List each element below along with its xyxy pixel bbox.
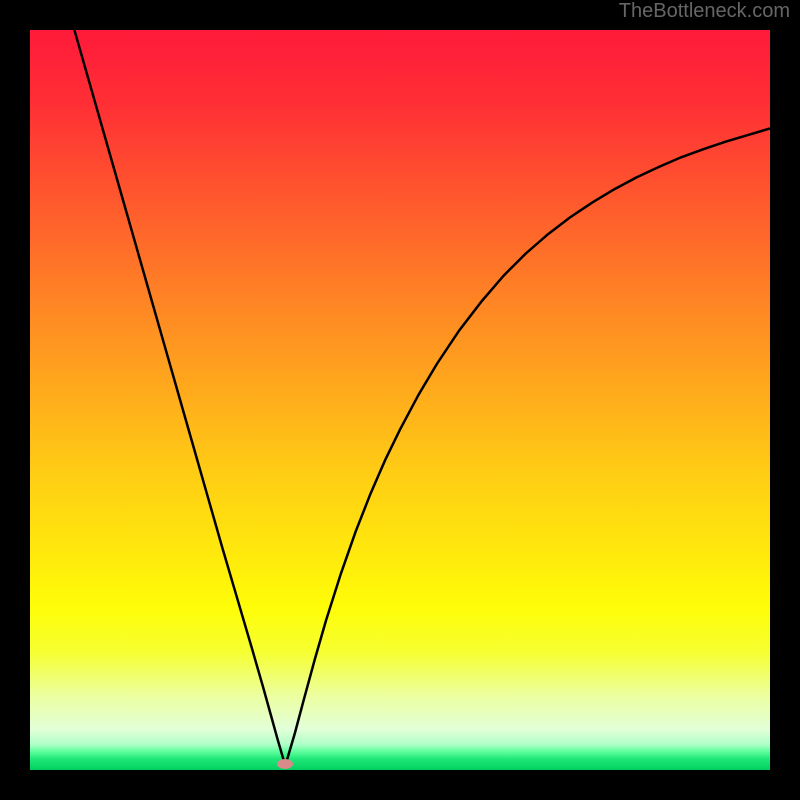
- plot-area: [30, 30, 770, 770]
- bottleneck-curve: [30, 30, 770, 770]
- watermark-text: TheBottleneck.com: [619, 0, 790, 23]
- minimum-marker: [277, 759, 293, 769]
